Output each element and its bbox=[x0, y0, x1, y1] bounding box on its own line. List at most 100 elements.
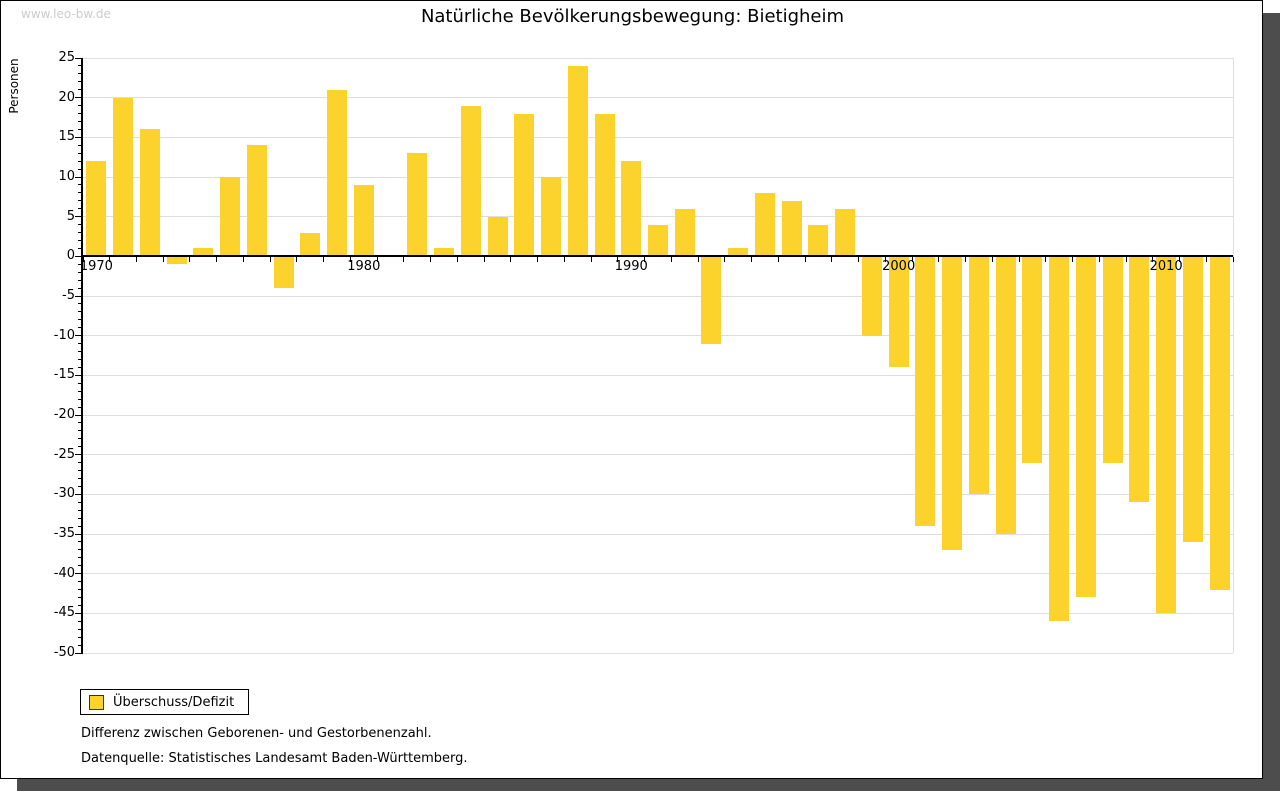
y-tick bbox=[78, 644, 82, 646]
chart-layer: 25 20 15 10 5 0 -5 -10 -15 -20 -25 -30 -35 -40 -45 -50 1… bbox=[1, 1, 1264, 780]
x-tick bbox=[831, 257, 833, 263]
x-tick bbox=[349, 257, 351, 263]
grid-line bbox=[83, 414, 1233, 416]
y-tick bbox=[78, 160, 82, 162]
y-tick bbox=[78, 81, 82, 83]
y-tick-label: -25 bbox=[53, 446, 75, 462]
bar-1976 bbox=[246, 145, 267, 257]
y-tick bbox=[78, 398, 82, 400]
x-tick bbox=[751, 257, 753, 263]
x-tick bbox=[1179, 257, 1180, 263]
y-tick bbox=[78, 224, 82, 226]
y-tick bbox=[78, 358, 82, 360]
y-tick bbox=[75, 335, 82, 337]
y-tick bbox=[78, 541, 82, 543]
y-tick bbox=[78, 620, 82, 622]
y-tick bbox=[78, 105, 82, 107]
bar-2011 bbox=[1182, 256, 1203, 542]
x-tick bbox=[858, 257, 860, 263]
y-tick bbox=[78, 549, 82, 551]
x-tick bbox=[777, 257, 779, 263]
bar-1985 bbox=[487, 216, 508, 257]
x-tick bbox=[242, 257, 244, 263]
bar-1997 bbox=[808, 224, 829, 257]
y-tick bbox=[78, 390, 82, 392]
y-tick bbox=[78, 406, 82, 408]
x-tick-label: 1990 bbox=[614, 259, 648, 275]
x-axis-line bbox=[81, 255, 1233, 258]
y-tick-label: 5 bbox=[66, 208, 75, 224]
y-tick bbox=[78, 239, 82, 241]
bar-2000 bbox=[888, 256, 909, 368]
y-tick-label: -20 bbox=[53, 407, 75, 422]
x-tick bbox=[216, 257, 218, 263]
y-tick bbox=[78, 232, 82, 234]
bar-1990 bbox=[621, 161, 642, 257]
bar-1984 bbox=[460, 105, 481, 257]
y-tick bbox=[75, 533, 82, 535]
y-tick-label: -10 bbox=[53, 327, 75, 343]
x-tick-label: 2010 bbox=[1149, 259, 1183, 275]
y-tick bbox=[78, 279, 82, 281]
bar-1979 bbox=[327, 89, 348, 257]
y-tick bbox=[78, 128, 82, 130]
y-tick bbox=[78, 477, 82, 479]
y-tick bbox=[78, 589, 82, 591]
y-tick bbox=[75, 612, 82, 614]
bar-2004 bbox=[995, 256, 1016, 534]
y-tick-label: -5 bbox=[62, 288, 75, 303]
x-tick bbox=[1125, 257, 1127, 263]
y-axis-line bbox=[81, 58, 83, 654]
bar-1986 bbox=[514, 113, 535, 257]
y-tick bbox=[78, 89, 82, 91]
chart-title: Natürliche Bevölkerungsbewegung: Bietigh… bbox=[420, 6, 845, 27]
x-tick bbox=[189, 257, 191, 263]
bar-2007 bbox=[1075, 256, 1096, 598]
y-tick bbox=[78, 200, 82, 202]
x-tick bbox=[965, 257, 967, 263]
bar-2010 bbox=[1156, 256, 1177, 614]
bar-1982 bbox=[407, 153, 428, 257]
y-tick bbox=[78, 327, 82, 329]
bar-1991 bbox=[648, 224, 668, 257]
bar-1989 bbox=[594, 113, 615, 257]
grid-line bbox=[83, 374, 1233, 376]
y-tick bbox=[78, 430, 82, 432]
x-tick bbox=[135, 257, 137, 263]
x-tick bbox=[884, 257, 886, 263]
bar-1995 bbox=[754, 192, 775, 257]
bar-2002 bbox=[942, 256, 963, 550]
footnote-datasource: Datenquelle: Statistisches Landesamt Bad… bbox=[81, 751, 468, 766]
legend-swatch bbox=[89, 694, 104, 710]
y-tick bbox=[75, 652, 82, 654]
y-tick-label: -30 bbox=[53, 486, 75, 502]
y-tick bbox=[75, 57, 82, 59]
bar-1975 bbox=[220, 177, 241, 257]
grid-line bbox=[83, 57, 1233, 59]
watermark: www.leo-bw.de bbox=[21, 7, 111, 21]
y-tick bbox=[75, 374, 82, 376]
y-tick bbox=[78, 168, 82, 170]
x-tick bbox=[82, 257, 84, 263]
y-tick bbox=[78, 73, 82, 75]
y-tick bbox=[75, 454, 82, 456]
y-tick bbox=[78, 525, 82, 527]
y-tick-label: -35 bbox=[53, 526, 75, 541]
y-tick bbox=[78, 113, 82, 115]
y-tick bbox=[78, 287, 82, 289]
y-tick bbox=[78, 271, 82, 273]
x-tick bbox=[938, 257, 940, 263]
y-tick bbox=[78, 462, 82, 464]
x-tick bbox=[670, 257, 672, 263]
footnote-definition: Differenz zwischen Geborenen- und Gestor… bbox=[81, 726, 432, 741]
y-tick bbox=[78, 509, 82, 511]
bar-1972 bbox=[139, 129, 160, 257]
grid-line bbox=[83, 136, 1233, 138]
x-tick bbox=[456, 257, 458, 263]
x-tick bbox=[991, 257, 993, 263]
x-tick bbox=[483, 257, 485, 263]
y-tick bbox=[78, 628, 82, 630]
x-tick bbox=[1045, 257, 1047, 263]
y-tick bbox=[78, 636, 82, 638]
y-tick bbox=[78, 319, 82, 321]
